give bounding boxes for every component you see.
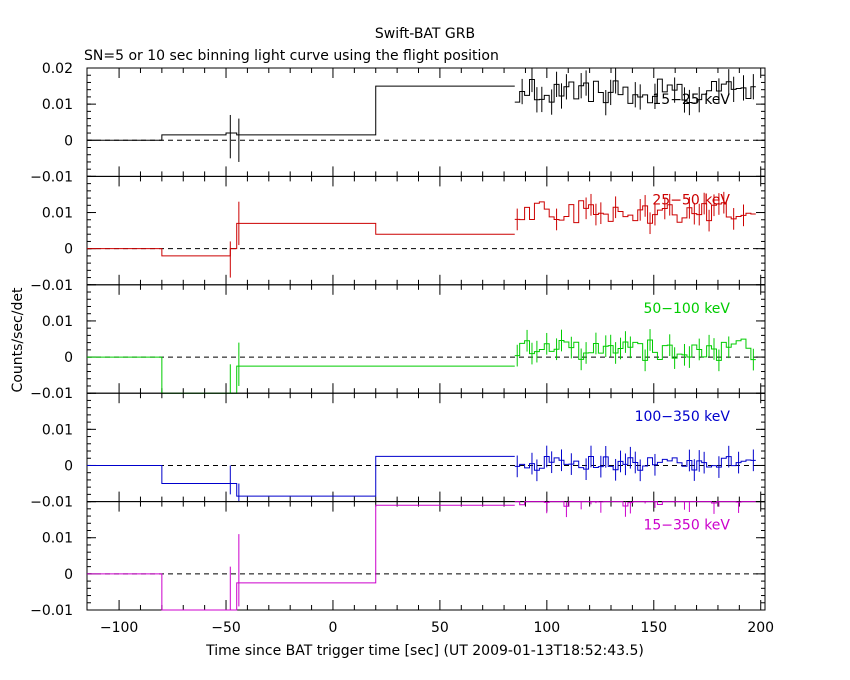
y-tick-label: 0 [64, 567, 73, 583]
x-axis-label: Time since BAT trigger time [sec] (UT 20… [205, 643, 644, 659]
y-tick-label: 0.01 [42, 314, 73, 330]
panel-frame [86, 67, 766, 177]
x-tick-label: 0 [329, 620, 338, 636]
y-tick-label: 0 [64, 242, 73, 258]
y-tick-label: 0.01 [42, 206, 73, 222]
band-label: 15−25 keV [652, 92, 730, 108]
panel-3: 0.01 0 −0.01 50−100 keV [30, 284, 766, 402]
x-tick-label: 100 [533, 620, 560, 636]
band-label: 50−100 keV [643, 301, 730, 317]
figure-title: Swift-BAT GRB [375, 26, 475, 42]
figure-subtitle: SN=5 or 10 sec binning light curve using… [84, 48, 499, 64]
band-label: 15−350 keV [643, 518, 730, 534]
y-tick-label: 0 [64, 350, 73, 366]
panel-5: 0.01 0 −0.01 15−350 keV −100 −50 0 50 100 150 200 [30, 501, 774, 636]
y-tick-label: 0.02 [42, 61, 73, 77]
binned-data-curve [514, 200, 756, 224]
y-tick-label: −0.01 [30, 169, 73, 185]
x-tick-label: 50 [431, 620, 449, 636]
y-tick-label: 0.01 [42, 97, 73, 113]
panel-2: 0.01 0 −0.01 25−50 keV [30, 175, 766, 294]
y-tick-label: 0 [64, 458, 73, 474]
x-tick-label: 150 [640, 620, 667, 636]
panel-4: 0.01 0 −0.01 100−350 keV [30, 392, 766, 511]
y-tick-label: −0.01 [30, 495, 73, 511]
panels-group: 0.02 0.01 0 −0.01 15−25 keV 0.01 0 −0.01 25−50 k… [30, 61, 774, 636]
y-axis-label: Counts/sec/det [10, 287, 26, 392]
x-tick-label: −100 [100, 620, 138, 636]
band-label: 100−350 keV [635, 409, 731, 425]
y-tick-label: 0.01 [42, 422, 73, 438]
step-curve [87, 504, 515, 611]
x-tick-label: 200 [747, 620, 774, 636]
panel-1: 0.02 0.01 0 −0.01 15−25 keV [30, 61, 766, 185]
binned-data-curve [514, 338, 756, 361]
step-curve [87, 356, 515, 394]
y-tick-label: −0.01 [30, 278, 73, 294]
y-tick-label: −0.01 [30, 386, 73, 402]
step-curve [87, 222, 515, 257]
y-tick-label: 0.01 [42, 531, 73, 547]
panel-frame [86, 501, 766, 611]
step-curve [87, 85, 515, 141]
band-label: 25−50 keV [652, 192, 730, 208]
y-tick-label: −0.01 [30, 603, 73, 619]
binned-data-curve [514, 455, 756, 471]
binned-data-curve [514, 78, 756, 104]
x-tick-label: −50 [211, 620, 241, 636]
step-curve [87, 455, 515, 497]
y-tick-label: 0 [64, 133, 73, 149]
binned-data-curve [514, 501, 756, 507]
